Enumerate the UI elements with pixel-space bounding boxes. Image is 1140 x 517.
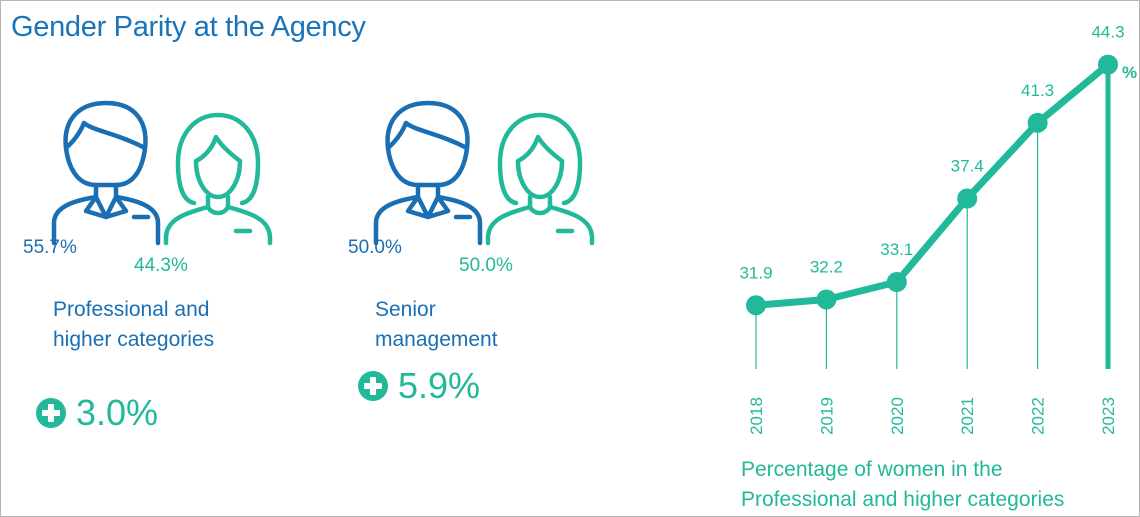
increase-value-senior: 5.9% [398, 365, 481, 406]
plus-circle-icon [358, 371, 388, 401]
women-percentage-senior: 50.0% [459, 255, 513, 276]
men-percentage-professional: 55.7% [23, 237, 77, 258]
man-icon [51, 100, 161, 246]
unit-label: % [1122, 63, 1137, 82]
chart-caption-line2: Professional and higher categories [741, 488, 1065, 511]
people-pair-professional [51, 100, 273, 246]
category-label-line1: Professional and [53, 298, 210, 321]
increase-professional: 3.0% [36, 392, 158, 434]
page-title: Gender Parity at the Agency [11, 11, 366, 43]
plus-circle-icon [36, 398, 66, 428]
men-percentage-senior: 50.0% [348, 237, 402, 258]
women-percentage-professional: 44.3% [134, 255, 188, 276]
woman-icon [485, 112, 595, 246]
data-point-2022 [1027, 112, 1048, 133]
value-label-2018: 31.9 [739, 263, 772, 282]
chart-caption: Percentage of women in the Professional … [741, 455, 1064, 515]
increase-senior: 5.9% [358, 365, 480, 407]
woman-icon [163, 112, 273, 246]
x-tick-label-2019: 2019 [817, 397, 836, 435]
chart-x-tick-labels: 2018 2019 2020 2021 2022 2023 [747, 397, 1118, 435]
x-tick-label-2018: 2018 [747, 397, 766, 435]
data-point-2020 [886, 272, 907, 292]
women-percentage-trend-chart: 31.9 32.2 33.1 37.4 41.3 44.3 2018 2019 2020 202… [739, 23, 1137, 435]
x-tick-label-2022: 2022 [1029, 397, 1048, 435]
data-point-2023 [1098, 54, 1118, 75]
value-label-2019: 32.2 [810, 257, 843, 276]
value-label-2021: 37.4 [951, 157, 984, 176]
chart-stems [755, 64, 1111, 369]
data-point-2018 [746, 295, 766, 316]
category-label-line2: management [375, 328, 498, 351]
value-label-2023: 44.3 [1091, 23, 1124, 42]
data-point-2021 [957, 188, 978, 209]
series-line [752, 61, 1112, 309]
man-icon [373, 100, 483, 246]
category-label-line1: Senior [375, 298, 436, 321]
data-point-2019 [816, 289, 837, 310]
x-tick-label-2020: 2020 [888, 397, 907, 435]
value-label-2022: 41.3 [1021, 81, 1054, 100]
category-label-line2: higher categories [53, 328, 215, 351]
category-label-professional: Professional and higher categories [53, 295, 214, 355]
increase-value-professional: 3.0% [76, 392, 159, 433]
x-tick-label-2021: 2021 [958, 397, 977, 435]
chart-value-labels: 31.9 32.2 33.1 37.4 41.3 44.3 [739, 23, 1124, 283]
x-tick-label-2023: 2023 [1099, 397, 1118, 435]
value-label-2020: 33.1 [880, 240, 913, 259]
chart-caption-line1: Percentage of women in the [741, 458, 1003, 481]
chart-points [746, 54, 1118, 316]
category-label-senior: Senior management [375, 295, 498, 355]
people-pair-senior [373, 100, 595, 246]
